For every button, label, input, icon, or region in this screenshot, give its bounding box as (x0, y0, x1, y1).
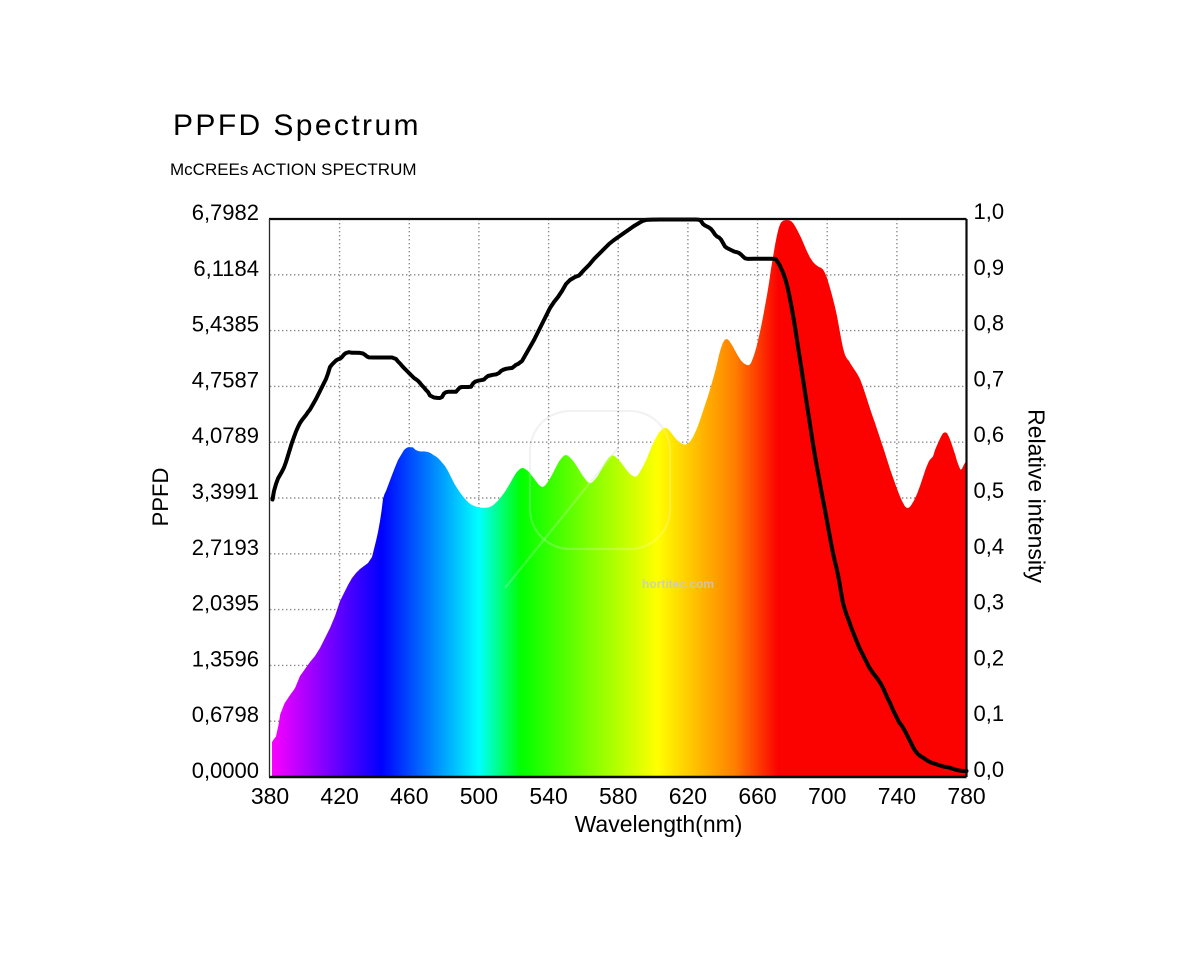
svg-text:0,6798: 0,6798 (192, 702, 259, 727)
svg-text:500: 500 (460, 783, 498, 809)
svg-text:660: 660 (738, 783, 776, 809)
svg-text:0,4: 0,4 (974, 534, 1005, 559)
svg-text:6,7982: 6,7982 (192, 200, 259, 225)
svg-text:Wavelength(nm): Wavelength(nm) (575, 811, 743, 837)
svg-text:4,7587: 4,7587 (192, 367, 259, 392)
svg-text:0,6: 0,6 (974, 422, 1005, 447)
svg-text:0,9: 0,9 (974, 255, 1005, 280)
svg-text:PPFD Spectrum: PPFD Spectrum (173, 109, 421, 142)
svg-text:380: 380 (251, 783, 289, 809)
svg-text:0,3: 0,3 (974, 590, 1005, 615)
svg-text:780: 780 (947, 783, 985, 809)
svg-text:1,0: 1,0 (974, 199, 1005, 224)
svg-text:740: 740 (878, 783, 916, 809)
svg-text:0,0: 0,0 (974, 757, 1005, 782)
svg-text:Relative intensity: Relative intensity (1024, 409, 1050, 583)
svg-text:hortitec.com: hortitec.com (642, 577, 714, 591)
svg-text:700: 700 (808, 783, 846, 809)
svg-text:460: 460 (390, 783, 428, 809)
svg-text:6,1184: 6,1184 (193, 256, 259, 281)
svg-text:3,3991: 3,3991 (192, 479, 259, 504)
svg-text:0,5: 0,5 (974, 478, 1005, 503)
svg-text:4,0789: 4,0789 (192, 423, 259, 448)
svg-text:PPFD: PPFD (148, 468, 173, 527)
svg-text:2,0395: 2,0395 (192, 591, 259, 616)
svg-text:McCREEs ACTION SPECTRUM: McCREEs ACTION SPECTRUM (170, 160, 417, 179)
svg-text:580: 580 (599, 783, 637, 809)
svg-text:420: 420 (320, 783, 358, 809)
svg-text:5,4385: 5,4385 (192, 312, 259, 337)
svg-text:2,7193: 2,7193 (192, 535, 259, 560)
svg-text:620: 620 (669, 783, 707, 809)
svg-text:540: 540 (529, 783, 567, 809)
svg-text:0,1: 0,1 (974, 701, 1005, 726)
svg-text:1,3596: 1,3596 (192, 646, 259, 671)
svg-text:0,7: 0,7 (974, 366, 1005, 391)
svg-text:0,0000: 0,0000 (192, 758, 259, 783)
svg-text:0,8: 0,8 (974, 311, 1005, 336)
svg-text:0,2: 0,2 (974, 645, 1005, 670)
